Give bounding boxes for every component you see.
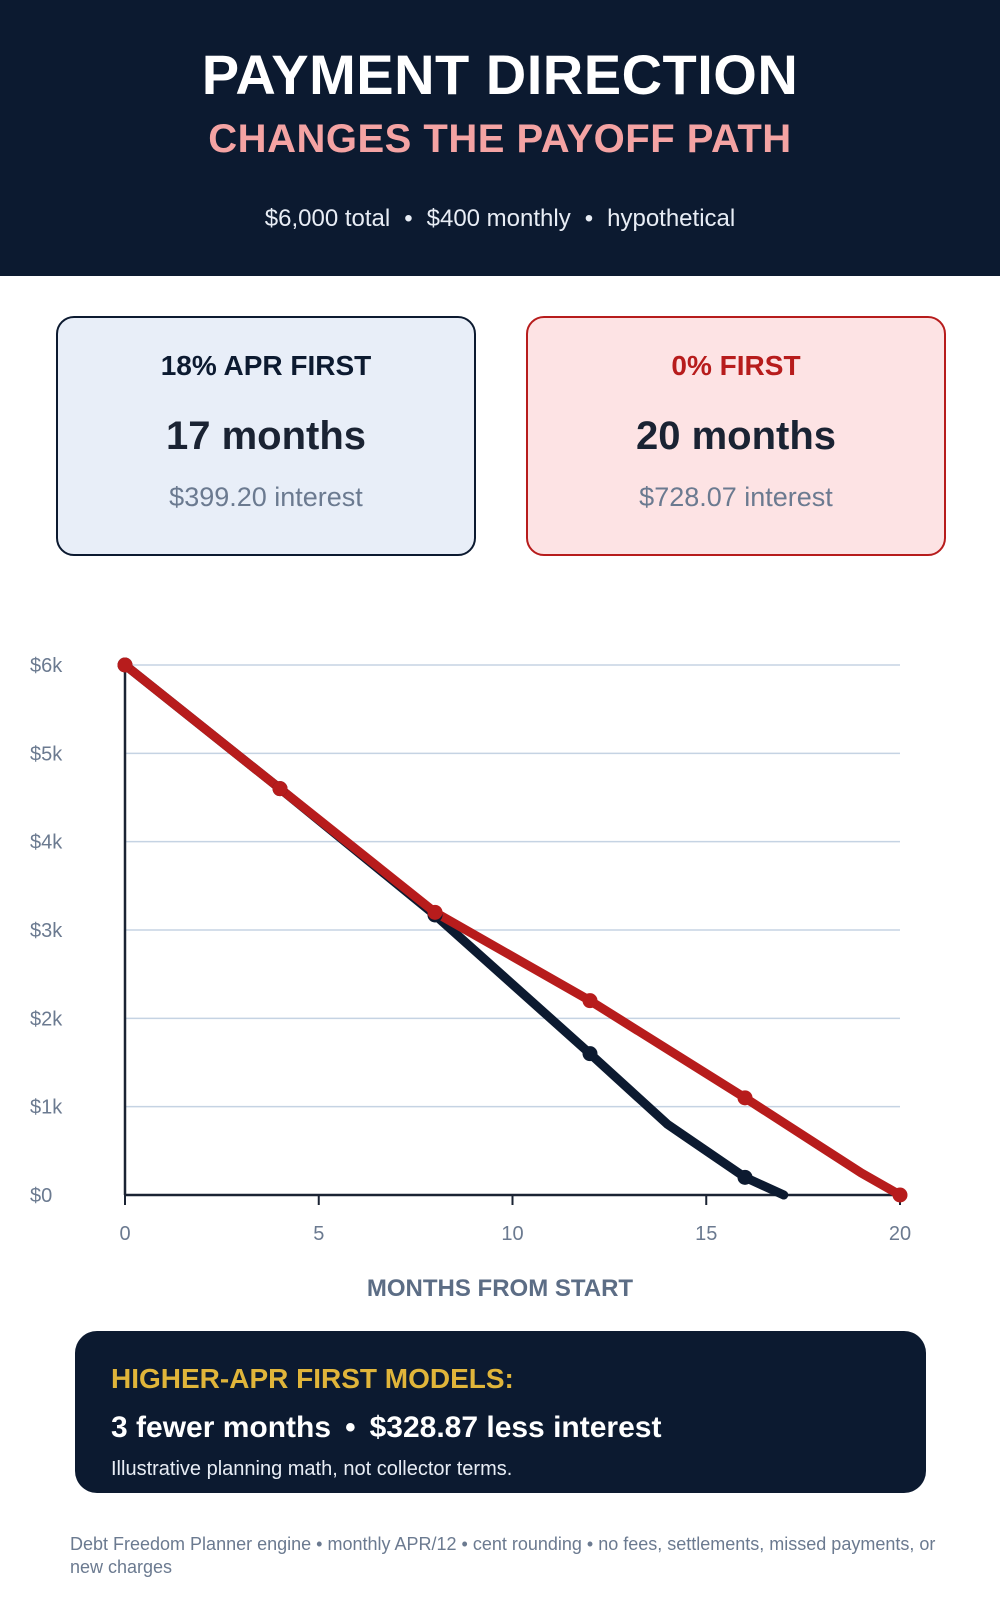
page-title: PAYMENT DIRECTION (201, 43, 799, 106)
y-tick-label: $2k (30, 1008, 63, 1030)
meta-monthly: $400 monthly (426, 205, 571, 232)
meta-hypothetical: hypothetical (607, 205, 736, 232)
series-point-zero-first (737, 1090, 753, 1106)
card-label: 18% APR FIRST (160, 350, 372, 381)
x-axis-label: MONTHS FROM START (366, 1275, 634, 1302)
banner-heading: HIGHER-APR FIRST MODELS: (111, 1363, 514, 1394)
card-apr-first: 18% APR FIRST 17 months $399.20 interest (56, 316, 476, 556)
footer-note: Debt Freedom Planner engine • monthly AP… (70, 1534, 936, 1577)
separator-dot: • (345, 1411, 356, 1444)
series-point-zero-first (272, 781, 288, 797)
banner-months: 3 fewer months (111, 1411, 332, 1444)
meta-total: $6,000 total (264, 205, 391, 232)
separator-dot: • (584, 205, 594, 232)
y-tick-label: $0 (30, 1185, 52, 1207)
card-interest: $728.07 interest (639, 482, 833, 512)
y-tick-label: $6k (30, 655, 63, 677)
y-tick-label: $1k (30, 1097, 63, 1119)
page-subtitle: CHANGES THE PAYOFF PATH (208, 117, 792, 161)
series-point-zero-first (582, 993, 598, 1009)
scenario-meta: $6,000 total • $400 monthly • hypothetical (0, 205, 1000, 233)
card-interest: $399.20 interest (169, 482, 363, 512)
y-tick-label: $3k (30, 920, 63, 942)
x-tick-label: 5 (313, 1223, 324, 1245)
banner-main: 3 fewer months • $328.87 less interest (111, 1411, 661, 1445)
card-label: 0% FIRST (671, 350, 801, 381)
card-months: 17 months (165, 414, 367, 458)
separator-dot: • (404, 205, 413, 232)
x-tick-label: 20 (889, 1223, 911, 1245)
x-tick-label: 10 (501, 1223, 523, 1245)
series-point-zero-first (117, 657, 133, 673)
series-point-apr-first (737, 1169, 753, 1185)
y-tick-label: $4k (30, 832, 63, 854)
y-tick-label: $5k (30, 743, 63, 765)
header: PAYMENT DIRECTION CHANGES THE PAYOFF PAT… (0, 0, 1000, 276)
card-months: 20 months (635, 414, 837, 458)
x-tick-label: 0 (119, 1223, 130, 1245)
payoff-line-chart: $0 $1k $2k $3k $4k $5k $6k 0 5 10 15 20 (30, 655, 911, 1245)
series-point-zero-first (427, 904, 443, 920)
x-tick-label: 15 (695, 1223, 717, 1245)
banner-note: Illustrative planning math, not collecto… (111, 1458, 513, 1480)
series-point-apr-first (582, 1046, 598, 1062)
card-zero-first: 0% FIRST 20 months $728.07 interest (526, 316, 946, 556)
banner-interest: $328.87 less interest (369, 1411, 662, 1444)
series-point-zero-first (892, 1187, 908, 1203)
summary-banner: HIGHER-APR FIRST MODELS: 3 fewer months •… (75, 1331, 926, 1493)
